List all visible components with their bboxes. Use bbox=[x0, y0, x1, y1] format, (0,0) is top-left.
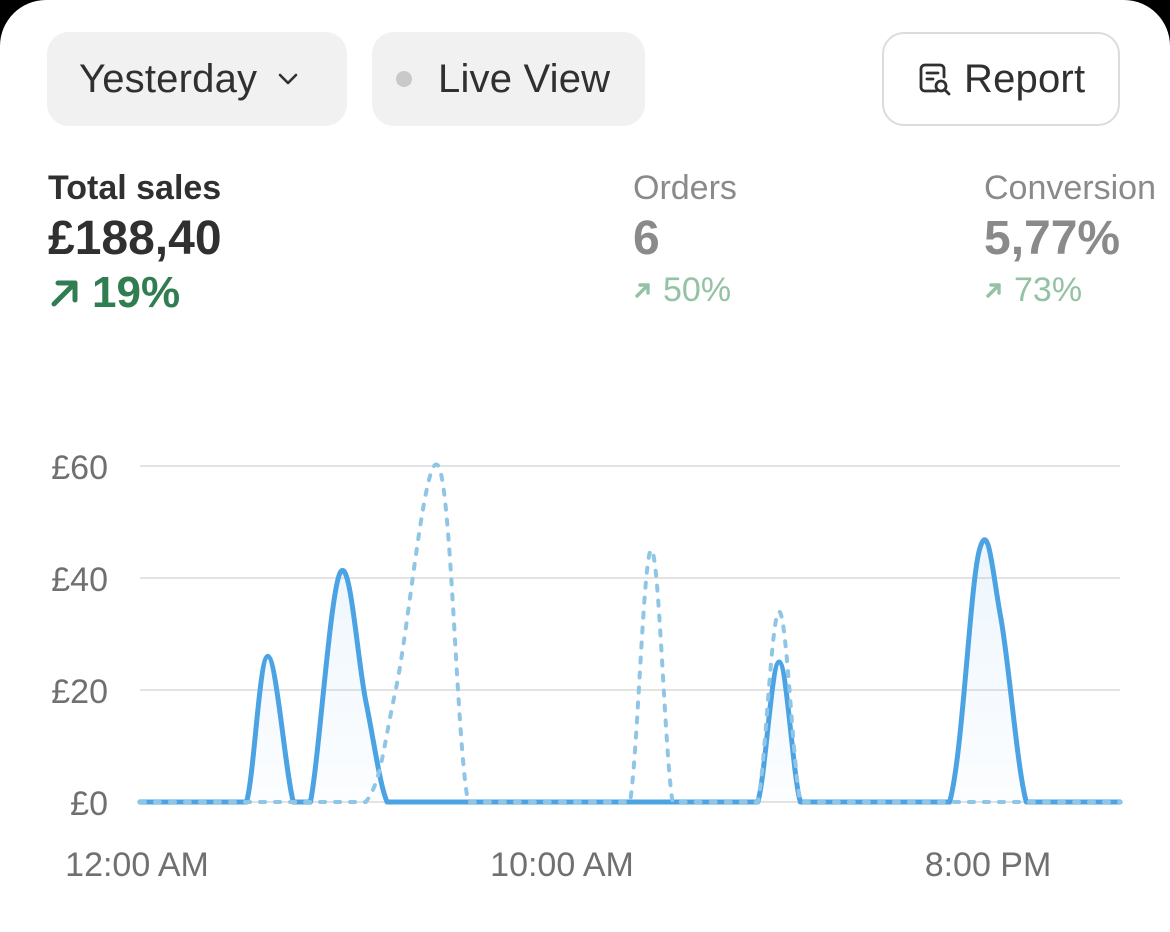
report-search-icon bbox=[916, 61, 952, 97]
live-view-button[interactable]: Live View bbox=[372, 32, 645, 126]
x-tick-label: 10:00 AM bbox=[490, 846, 634, 884]
metric-label: Orders bbox=[633, 169, 737, 207]
metric-change: 50% bbox=[633, 268, 737, 312]
metric-value: 5,77% bbox=[984, 212, 1121, 265]
metric-change: 73% bbox=[984, 268, 1156, 312]
report-label: Report bbox=[964, 56, 1086, 101]
metric-value: £188,40 bbox=[48, 212, 222, 265]
sales-chart[interactable]: £60 £40 £20 £0 12:00 AM 10:00 AM 8:00 PM bbox=[0, 440, 1170, 920]
comparison-period-line bbox=[138, 462, 1122, 805]
report-button[interactable]: Report bbox=[882, 32, 1120, 126]
y-tick-label: £0 bbox=[70, 785, 108, 823]
metric-value: 6 bbox=[633, 212, 660, 265]
metric-change-value: 50% bbox=[663, 271, 732, 309]
metric-change-value: 73% bbox=[1014, 271, 1083, 309]
x-tick-label: 8:00 PM bbox=[925, 846, 1052, 884]
y-tick-label: £20 bbox=[51, 673, 108, 711]
x-tick-label: 12:00 AM bbox=[65, 846, 209, 884]
metric-orders[interactable]: Orders 6 50% bbox=[633, 168, 737, 312]
current-period-area bbox=[140, 539, 1120, 802]
y-tick-label: £60 bbox=[51, 449, 108, 487]
arrow-up-right-icon bbox=[984, 280, 1004, 300]
y-tick-label: £40 bbox=[51, 561, 108, 599]
date-range-label: Yesterday bbox=[79, 56, 258, 101]
live-status-dot-icon bbox=[396, 71, 412, 87]
arrow-up-right-icon bbox=[48, 276, 82, 310]
metric-total-sales[interactable]: Total sales £188,40 19% bbox=[48, 168, 222, 318]
metric-change: 19% bbox=[48, 268, 222, 318]
chevron-down-icon bbox=[277, 72, 299, 86]
metric-change-value: 19% bbox=[92, 268, 181, 317]
metric-conversion[interactable]: Conversion 5,77% 73% bbox=[984, 168, 1156, 312]
metric-label: Conversion bbox=[984, 169, 1156, 207]
metric-label: Total sales bbox=[48, 169, 222, 207]
live-view-label: Live View bbox=[438, 56, 611, 101]
date-range-dropdown[interactable]: Yesterday bbox=[47, 32, 347, 126]
arrow-up-right-icon bbox=[633, 280, 653, 300]
